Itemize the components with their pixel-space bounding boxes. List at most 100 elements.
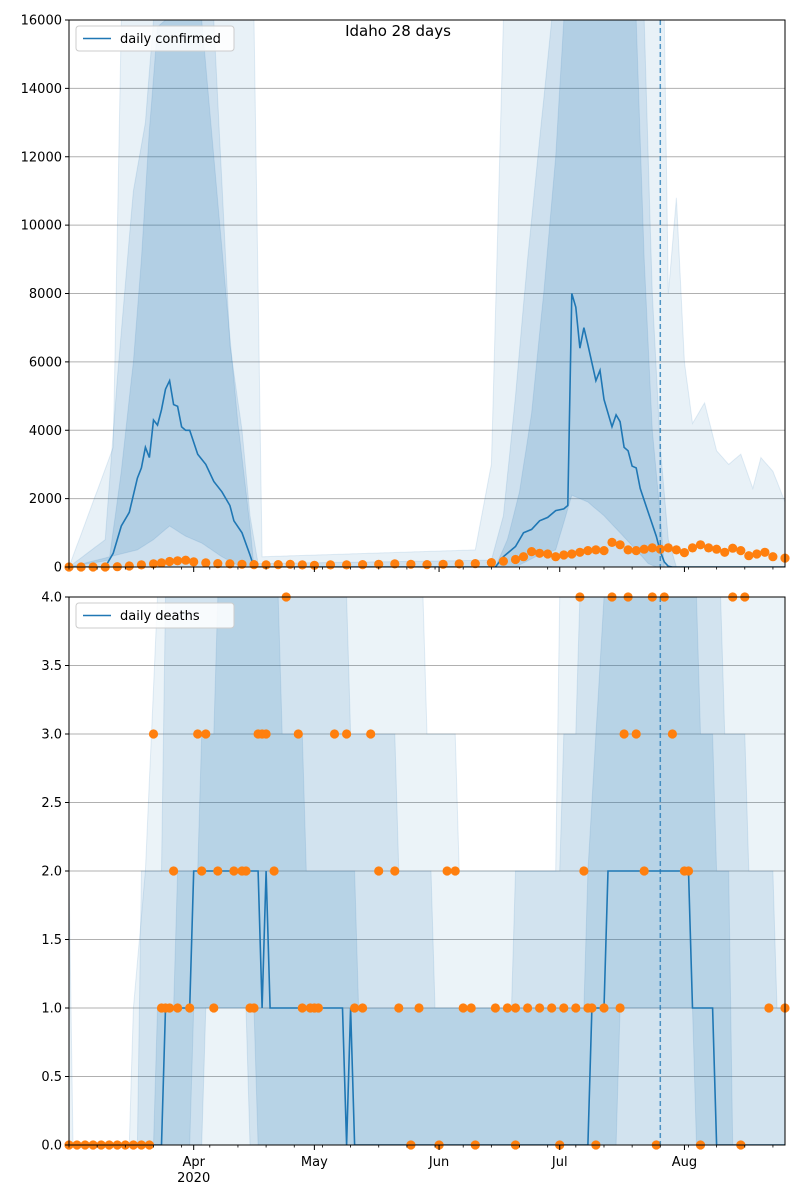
confirmed-observed-point <box>189 557 199 567</box>
confirmed-observed-point <box>663 543 673 553</box>
deaths-observed-point <box>764 1003 774 1013</box>
deaths-observed-point <box>394 1003 404 1013</box>
confirmed-observed-point <box>438 559 448 569</box>
confirmed-panel: 0 2000 4000 6000 8000 10000 12000 14000 16000 dai… <box>21 14 790 576</box>
deaths-observed-point <box>297 1003 307 1013</box>
confirmed-observed-point <box>736 546 746 556</box>
confirmed-observed-point <box>704 543 714 553</box>
confirmed-observed-point <box>237 559 247 569</box>
deaths-legend <box>75 602 235 629</box>
deaths-observed-point <box>213 866 223 876</box>
confirmed-observed-point <box>535 548 545 558</box>
deaths-observed-point <box>329 729 340 739</box>
confirmed-series-line <box>69 293 785 567</box>
deaths-ytick-label: 3.5 <box>41 659 62 674</box>
deaths-observed-point <box>229 866 239 876</box>
confirmed-observed-point <box>124 561 134 571</box>
xtick-label: Apr <box>182 1155 205 1170</box>
deaths-observed-point <box>599 1003 609 1013</box>
deaths-ytick-label: 1.0 <box>41 1002 62 1017</box>
confirmed-observed-point <box>165 556 175 567</box>
deaths-observed-point <box>571 1003 581 1013</box>
confirmed-observed-point <box>518 552 529 562</box>
deaths-observed-point <box>490 1003 500 1013</box>
confirmed-observed-point <box>390 559 400 569</box>
deaths-observed-point <box>523 1003 533 1013</box>
confirmed-ytick-label: 12000 <box>21 150 62 165</box>
deaths-observed-point <box>390 866 400 876</box>
confirmed-band-2 <box>69 20 785 567</box>
deaths-observed-point <box>510 1003 521 1013</box>
deaths-ytick-label: 2.5 <box>41 796 62 811</box>
deaths-observed-point <box>249 1003 259 1013</box>
confirmed-observed-point <box>679 548 690 558</box>
confirmed-observed-point <box>607 537 617 548</box>
confirmed-ytick-label: 4000 <box>29 424 62 439</box>
deaths-series-line <box>69 870 785 1145</box>
deaths-observed-point <box>313 1003 323 1013</box>
confirmed-observed-point <box>181 555 191 565</box>
xtick-label: Jun <box>428 1155 449 1170</box>
confirmed-observed-point <box>728 543 738 553</box>
confirmed-observed-point <box>768 552 778 562</box>
deaths-observed-point <box>466 1003 476 1013</box>
figure-title: Idaho 28 days <box>345 22 451 40</box>
confirmed-observed-point <box>695 540 706 550</box>
confirmed-observed-point <box>156 558 167 568</box>
confirmed-band-0 <box>69 20 785 567</box>
deaths-observed-point <box>358 1003 368 1013</box>
deaths-observed-point <box>414 1003 424 1013</box>
deaths-observed-point <box>261 729 271 739</box>
confirmed-observed-point <box>225 559 235 569</box>
confirmed-observed-point <box>623 545 633 555</box>
deaths-observed-point <box>197 866 207 876</box>
deaths-observed-point <box>587 1003 597 1013</box>
xtick-label: May <box>301 1155 328 1170</box>
confirmed-observed-point <box>583 546 593 556</box>
deaths-observed-point <box>193 729 203 739</box>
confirmed-legend <box>75 25 235 52</box>
confirmed-observed-point <box>285 559 295 569</box>
confirmed-observed-point <box>201 558 211 568</box>
confirmed-observed-point <box>712 544 722 554</box>
confirmed-observed-point <box>406 559 416 569</box>
deaths-observed-point <box>173 1003 183 1013</box>
deaths-observed-point <box>165 1003 175 1013</box>
deaths-observed-point <box>374 866 384 876</box>
deaths-observed-point <box>293 729 303 739</box>
deaths-observed-point <box>547 1003 557 1013</box>
deaths-observed-point <box>450 866 460 876</box>
confirmed-observed-point <box>422 560 432 570</box>
deaths-ytick-label: 0.0 <box>41 1139 62 1154</box>
deaths-observed-point <box>366 729 376 739</box>
deaths-observed-point <box>269 866 279 876</box>
confirmed-observed-point <box>760 547 770 557</box>
confirmed-observed-point <box>273 560 283 570</box>
confirmed-observed-point <box>325 560 336 570</box>
deaths-ytick-label: 0.5 <box>41 1070 62 1085</box>
confirmed-observed-point <box>744 551 754 561</box>
deaths-observed-point <box>442 866 452 876</box>
confirmed-ytick-label: 2000 <box>29 492 62 507</box>
deaths-legend-label: daily deaths <box>120 609 200 624</box>
deaths-observed-point <box>201 729 211 739</box>
deaths-observed-point <box>559 1003 569 1013</box>
deaths-ytick-label: 4.0 <box>41 591 62 606</box>
deaths-ytick-label: 3.0 <box>41 728 62 743</box>
confirmed-ytick-label: 14000 <box>21 82 62 97</box>
deaths-ytick-label: 1.5 <box>41 933 62 948</box>
deaths-observed-point <box>148 729 159 739</box>
confirmed-observed-point <box>297 560 307 570</box>
deaths-observed-point <box>241 866 251 876</box>
confirmed-observed-point <box>615 540 625 550</box>
deaths-observed-point <box>502 1003 512 1013</box>
confirmed-observed-point <box>358 560 368 570</box>
confirmed-observed-point <box>687 543 698 553</box>
confirmed-observed-point <box>671 545 682 555</box>
deaths-observed-point <box>615 1003 625 1013</box>
confirmed-observed-point <box>148 559 159 569</box>
confirmed-band-1 <box>69 20 785 567</box>
